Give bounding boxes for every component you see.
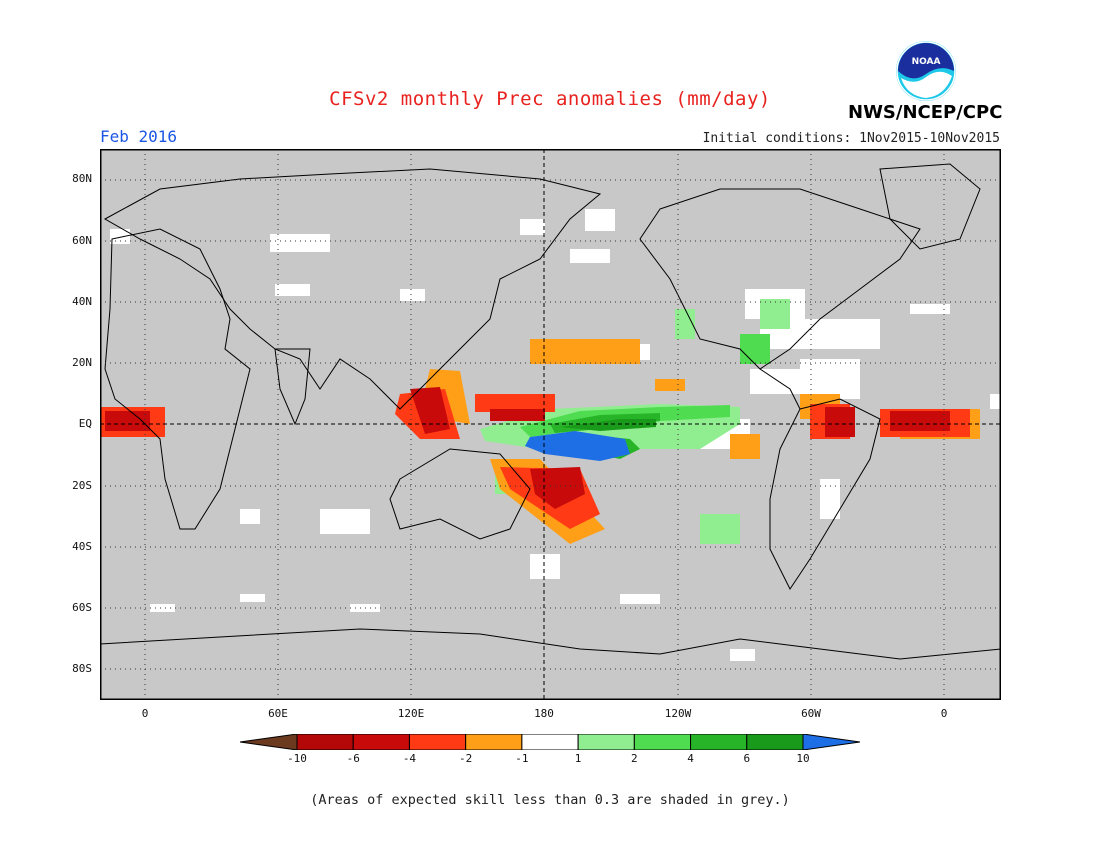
lon-label: 180 [534, 707, 554, 720]
colorbar-label: -6 [346, 752, 360, 765]
lat-label: 40N [72, 295, 92, 308]
lat-label: 80N [72, 172, 92, 185]
colorbar-cell [408, 734, 467, 750]
colorbar-label: -2 [459, 752, 473, 765]
colorbar-cell [521, 734, 579, 750]
precipitation-anomaly-map [100, 149, 1001, 700]
colorbar-cell [296, 734, 354, 750]
coastlines [100, 163, 1001, 660]
colorbar-cell [633, 734, 692, 750]
lat-label: 60N [72, 234, 92, 247]
colorbar-cell [465, 734, 523, 750]
colorbar [240, 734, 860, 750]
colorbar-cell [746, 734, 804, 750]
noaa-logo: NOAA [896, 41, 956, 101]
lon-label: 0 [141, 707, 149, 720]
forecast-period: Feb 2016 [100, 127, 178, 146]
strong-wet-anomaly [525, 431, 630, 461]
colorbar-label: -1 [515, 752, 529, 765]
lat-label: 60S [72, 601, 92, 614]
colorbar-label: 10 [796, 752, 810, 765]
lon-label: 60E [268, 707, 288, 720]
lat-label: 40S [72, 540, 92, 553]
colorbar-high-arrow [802, 734, 860, 750]
lon-label: 120E [397, 707, 425, 720]
colorbar-label: 4 [687, 752, 694, 765]
colorbar-label: -10 [287, 752, 307, 765]
lon-label: 60W [801, 707, 821, 720]
colorbar-cell [577, 734, 635, 750]
colorbar-label: 2 [631, 752, 638, 765]
colorbar-label: 1 [574, 752, 582, 765]
chart-title: CFSv2 monthly Prec anomalies (mm/day) [329, 88, 771, 110]
initial-conditions: Initial conditions: 1Nov2015-10Nov2015 [702, 131, 1000, 146]
colorbar-cell [352, 734, 410, 750]
agency-label: NWS/NCEP/CPC [848, 102, 1003, 123]
lat-label: 20N [72, 356, 92, 369]
colorbar-cell [690, 734, 748, 750]
skill-footnote: (Areas of expected skill less than 0.3 a… [310, 792, 790, 808]
lon-label: 120W [664, 707, 692, 720]
lat-label: EQ [78, 417, 92, 430]
map-frame [100, 149, 1001, 700]
colorbar-label: 6 [743, 752, 751, 765]
colorbar-label: -4 [402, 752, 417, 765]
lat-label: 20S [72, 479, 92, 492]
colorbar-low-arrow [240, 734, 298, 750]
lon-label: 0 [940, 707, 948, 720]
equator-dateline [100, 149, 1001, 700]
svg-text:NOAA: NOAA [912, 57, 941, 67]
lat-label: 80S [72, 662, 92, 675]
